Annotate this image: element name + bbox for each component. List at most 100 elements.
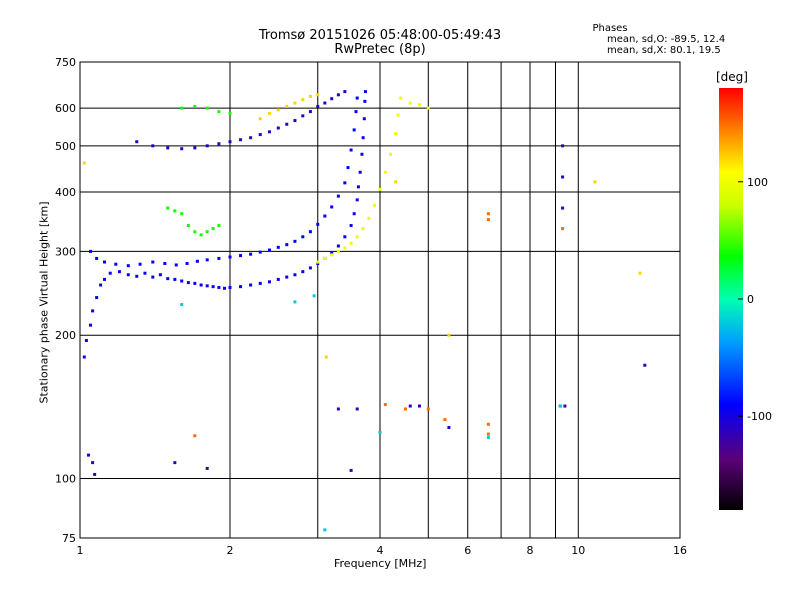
data-point [217,110,221,114]
y-axis: 75 100 200 300 400 500 600 750 [55,56,76,545]
data-point [276,245,280,249]
data-point [199,233,203,237]
data-point [193,281,197,285]
x-axis: 1 2 4 6 8 10 16 [77,544,688,557]
plot-frame [79,61,681,539]
data-point [228,140,232,144]
data-point [367,216,371,220]
data-point [138,262,142,266]
data-point [276,108,280,112]
data-point [151,260,155,264]
data-point [330,97,334,101]
data-point [223,286,227,290]
data-point [217,256,221,260]
data-point [355,96,359,100]
data-point [417,404,421,408]
data-point [185,261,189,265]
data-point [308,230,312,234]
data-point [93,472,97,476]
data-point [217,224,221,228]
data-point [336,249,340,253]
data-point [293,101,297,105]
data-point [126,264,130,268]
data-point [561,144,565,148]
data-point [195,259,199,263]
data-point [394,132,398,136]
data-point [217,142,221,146]
data-point [323,256,327,260]
data-point [447,425,451,429]
data-point [316,93,320,97]
data-point [174,263,178,267]
data-point [239,254,243,258]
data-point [180,212,184,216]
data-point [330,205,334,209]
data-point [89,323,93,327]
data-point [301,270,305,274]
data-point [276,277,280,281]
data-point [330,251,334,255]
data-point [403,407,407,411]
data-point [363,99,367,103]
y-tick-label: 100 [55,473,76,486]
data-point [486,435,490,439]
data-point [151,144,155,148]
colorbar-label: [deg] [716,70,748,84]
data-point [593,180,597,184]
data-point [158,273,162,277]
data-point [95,296,99,300]
data-point [228,285,232,289]
data-point [249,136,253,140]
data-point [486,218,490,222]
data-point [486,432,490,436]
data-point [217,285,221,289]
data-point [426,407,430,411]
data-point [205,106,209,110]
data-point [323,528,327,532]
data-point [308,266,312,270]
data-point [343,246,347,250]
data-point [249,283,253,287]
x-tick-label: 6 [464,544,471,557]
data-point [308,94,312,98]
data-point [330,253,334,257]
data-point [363,90,367,94]
data-point [228,111,232,115]
data-point [180,147,184,151]
data-point [399,96,403,100]
data-point [349,468,353,472]
data-point [258,133,262,137]
data-point [239,138,243,142]
data-point [228,255,232,259]
y-axis-label: Stationary phase Virtual Height [km] [37,201,51,404]
data-point [312,294,316,298]
x-axis-label: Frequency [MHz] [334,557,427,570]
data-point [103,260,107,264]
data-point [561,206,565,210]
data-point [180,303,184,307]
data-point [205,258,209,262]
colorbar-tick-label: 100 [747,176,768,189]
data-point [95,256,99,260]
y-tick-label: 400 [55,186,76,199]
data-point [126,273,130,277]
data-point [193,230,197,234]
data-point [103,277,107,281]
data-point [643,363,647,367]
data-point [91,309,95,313]
data-point [378,430,382,434]
data-point [285,275,289,279]
y-tick-label: 600 [55,102,76,115]
data-point [308,110,312,114]
data-point [205,466,209,470]
data-point [443,418,447,422]
data-point [258,281,262,285]
data-point [166,277,170,281]
data-point [117,270,121,274]
data-point [361,227,365,231]
data-point [135,274,139,278]
data-point [360,152,364,156]
data-point [316,222,320,226]
data-point [336,244,340,248]
